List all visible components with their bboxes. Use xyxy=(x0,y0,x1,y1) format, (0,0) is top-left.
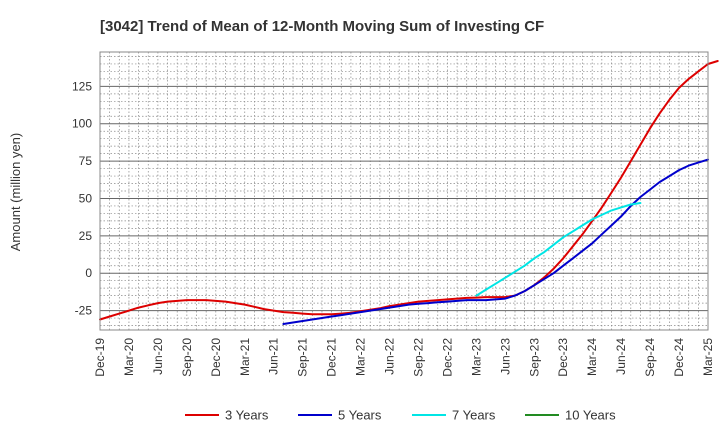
chart-title: [3042] Trend of Mean of 12-Month Moving … xyxy=(100,18,544,35)
x-tick-label: Mar-24 xyxy=(585,338,599,376)
series-line-3-years xyxy=(99,60,719,321)
x-axis-ticks: Dec-19 Mar-20 Jun-20 Sep-20 Dec-20 Mar-21 Jun-… xyxy=(93,338,715,377)
x-tick-label: Mar-23 xyxy=(469,338,483,376)
legend-label: 7 Years xyxy=(452,408,496,423)
x-tick-label: Sep-24 xyxy=(643,338,657,377)
y-axis-label: Amount (million yen) xyxy=(8,133,23,252)
x-tick-label: Jun-23 xyxy=(498,338,512,375)
y-tick-label: 100 xyxy=(72,117,92,131)
x-tick-label: Sep-23 xyxy=(527,338,541,377)
grid xyxy=(99,52,709,330)
y-tick-label: 125 xyxy=(72,79,92,93)
x-tick-label: Mar-25 xyxy=(701,338,715,376)
y-tick-label: 0 xyxy=(85,266,92,280)
x-tick-label: Mar-21 xyxy=(238,338,252,376)
x-tick-label: Jun-24 xyxy=(614,338,628,375)
x-tick-label: Dec-23 xyxy=(556,338,570,377)
legend: 3 Years 5 Years 7 Years 10 Years xyxy=(185,408,616,423)
x-tick-label: Sep-22 xyxy=(411,338,425,377)
x-tick-label: Dec-24 xyxy=(672,338,686,377)
legend-label: 5 Years xyxy=(338,408,382,423)
x-tick-label: Sep-21 xyxy=(296,338,310,377)
plot-frame xyxy=(99,51,709,331)
series-line-7-years xyxy=(475,202,642,297)
y-axis-ticks: -25 0 25 50 75 100 125 xyxy=(72,79,92,317)
x-tick-label: Dec-19 xyxy=(93,338,107,377)
x-tick-label: Dec-22 xyxy=(440,338,454,377)
y-tick-label: 25 xyxy=(79,229,93,243)
x-tick-label: Jun-22 xyxy=(383,338,397,375)
x-tick-label: Jun-20 xyxy=(151,338,165,375)
x-tick-label: Mar-22 xyxy=(354,338,368,376)
series-line-5-years xyxy=(282,158,709,325)
x-tick-label: Dec-20 xyxy=(209,338,223,377)
x-tick-label: Mar-20 xyxy=(122,338,136,376)
y-tick-label: 75 xyxy=(79,154,93,168)
series-group xyxy=(99,60,719,325)
y-tick-label: -25 xyxy=(75,304,93,318)
x-tick-label: Dec-21 xyxy=(325,338,339,377)
legend-label: 3 Years xyxy=(225,408,269,423)
y-tick-label: 50 xyxy=(79,191,93,205)
x-tick-label: Sep-20 xyxy=(180,338,194,377)
x-tick-label: Jun-21 xyxy=(267,338,281,375)
legend-label: 10 Years xyxy=(565,408,616,423)
